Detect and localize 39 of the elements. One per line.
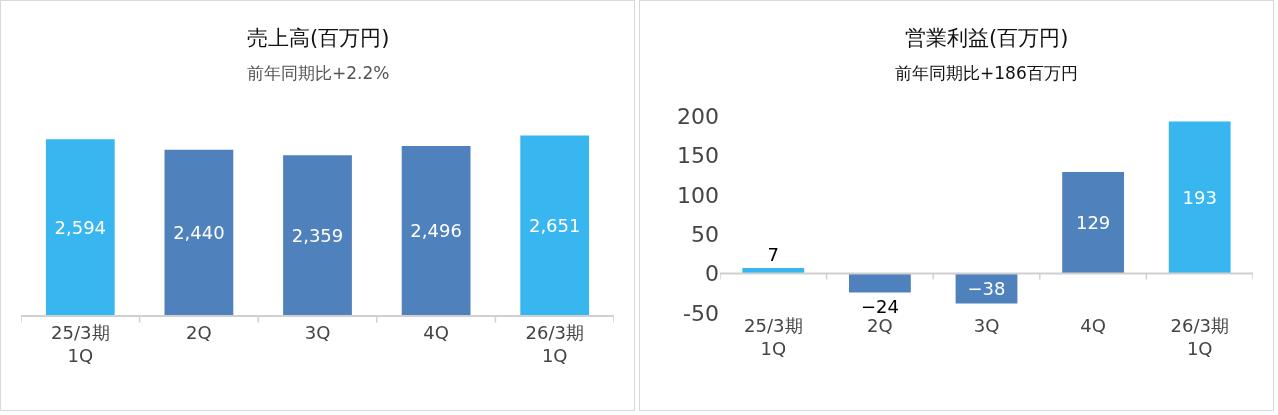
bar	[45, 139, 115, 315]
data-label: 2,359	[291, 224, 344, 246]
x-tick-label: 2Q	[186, 321, 212, 343]
x-tick-label: 26/3期 1Q	[525, 321, 584, 366]
y-tick-label: 200	[677, 103, 719, 129]
x-tick-label: 25/3期 1Q	[51, 321, 110, 366]
bar	[1062, 171, 1125, 274]
x-tick-label: 26/3期 1Q	[1170, 315, 1229, 360]
data-label: −38	[967, 278, 1006, 300]
bar	[742, 268, 805, 274]
x-tick-label: 25/3期 1Q	[744, 315, 803, 360]
y-tick-label: 50	[691, 221, 719, 247]
bar	[848, 273, 911, 293]
chart-subtitle: 前年同期比+2.2%	[247, 63, 390, 83]
y-tick-label: -50	[683, 300, 719, 326]
data-label: 129	[1075, 212, 1111, 234]
data-label: 7	[767, 244, 780, 266]
bar	[283, 155, 352, 315]
chart-title: 営業利益(百万円)	[905, 26, 1069, 50]
data-label: 2,440	[173, 221, 225, 243]
x-tick-label: 3Q	[973, 315, 1000, 336]
chart-subtitle: 前年同期比+186百万円	[895, 63, 1078, 83]
x-tick-label: 3Q	[304, 321, 331, 343]
y-tick-label: 150	[677, 143, 719, 169]
bar	[164, 149, 234, 315]
y-tick-label: 0	[705, 261, 719, 287]
x-tick-label: 4Q	[1080, 315, 1106, 336]
bar	[401, 145, 471, 315]
data-label: 193	[1182, 187, 1217, 209]
data-label: −24	[860, 295, 899, 317]
data-label: 2,594	[54, 216, 107, 238]
x-tick-label: 4Q	[423, 321, 449, 343]
bar	[1168, 121, 1231, 274]
x-tick-label: 2Q	[867, 315, 893, 336]
data-label: 2,651	[528, 214, 581, 236]
bar	[520, 135, 590, 315]
chart-title: 売上高(百万円)	[247, 26, 390, 50]
y-tick-label: 100	[677, 182, 719, 208]
data-label: 2,496	[410, 219, 462, 241]
